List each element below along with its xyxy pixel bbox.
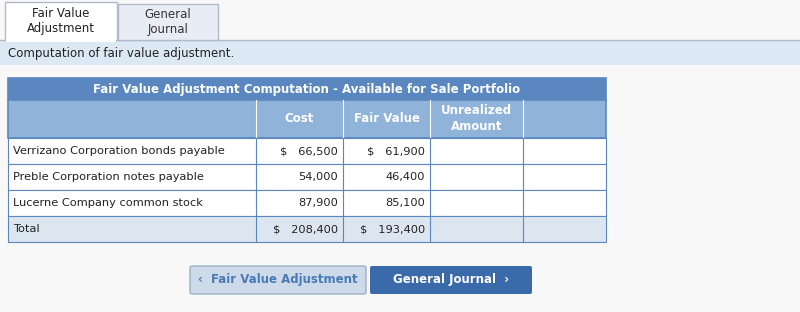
Text: ‹  Fair Value Adjustment: ‹ Fair Value Adjustment <box>198 274 358 286</box>
Text: Fair Value
Adjustment: Fair Value Adjustment <box>27 7 95 35</box>
Text: Lucerne Company common stock: Lucerne Company common stock <box>13 198 203 208</box>
Text: $   208,400: $ 208,400 <box>273 224 338 234</box>
Text: Total: Total <box>13 224 40 234</box>
Text: Computation of fair value adjustment.: Computation of fair value adjustment. <box>8 46 234 60</box>
FancyBboxPatch shape <box>0 41 800 65</box>
Text: Unrealized
Amount: Unrealized Amount <box>441 105 512 134</box>
FancyBboxPatch shape <box>118 4 218 40</box>
Text: Fair Value Adjustment Computation - Available for Sale Portfolio: Fair Value Adjustment Computation - Avai… <box>94 82 521 95</box>
FancyBboxPatch shape <box>6 39 116 42</box>
Text: Verrizano Corporation bonds payable: Verrizano Corporation bonds payable <box>13 146 225 156</box>
FancyBboxPatch shape <box>8 216 606 242</box>
FancyBboxPatch shape <box>8 190 606 216</box>
Text: $   193,400: $ 193,400 <box>360 224 425 234</box>
Text: General Journal  ›: General Journal › <box>393 274 509 286</box>
FancyBboxPatch shape <box>8 138 606 164</box>
FancyBboxPatch shape <box>8 100 606 138</box>
Text: Cost: Cost <box>285 113 314 125</box>
FancyBboxPatch shape <box>190 266 366 294</box>
Text: 87,900: 87,900 <box>298 198 338 208</box>
Text: General
Journal: General Journal <box>145 8 191 36</box>
Text: 54,000: 54,000 <box>298 172 338 182</box>
FancyBboxPatch shape <box>5 2 117 40</box>
Text: 46,400: 46,400 <box>386 172 425 182</box>
FancyBboxPatch shape <box>8 78 606 100</box>
Text: $   61,900: $ 61,900 <box>367 146 425 156</box>
Text: Preble Corporation notes payable: Preble Corporation notes payable <box>13 172 204 182</box>
FancyBboxPatch shape <box>8 164 606 190</box>
FancyBboxPatch shape <box>370 266 532 294</box>
Text: Fair Value: Fair Value <box>354 113 419 125</box>
Text: $   66,500: $ 66,500 <box>280 146 338 156</box>
Text: 85,100: 85,100 <box>385 198 425 208</box>
